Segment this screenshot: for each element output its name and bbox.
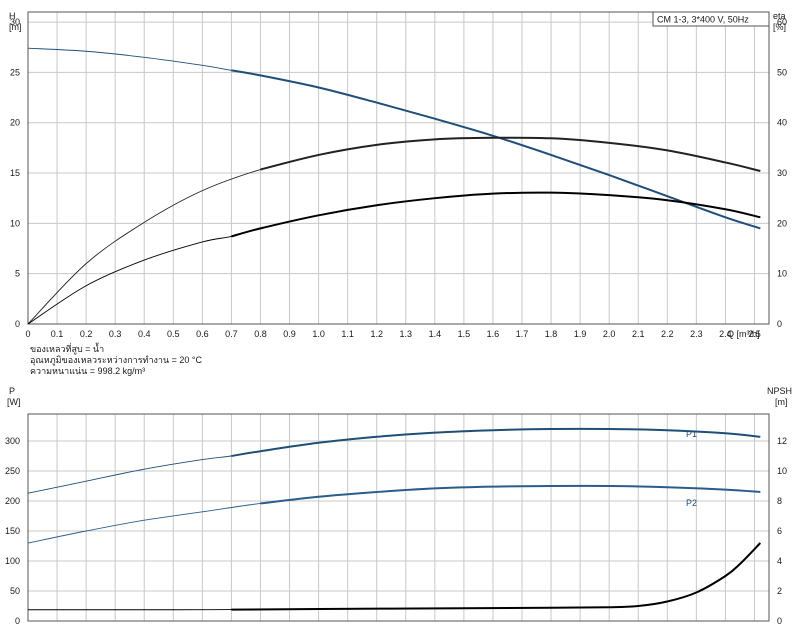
upper-left-axis-label-line1: H: [9, 11, 16, 21]
lower-plot-frame: [27, 413, 770, 622]
lower-panel-grid: [27, 414, 769, 622]
x-tick-label: 1.7: [516, 329, 529, 339]
p2-power-curve-operating-range: [260, 484, 761, 505]
x-tick-label: 2.0: [603, 329, 616, 339]
x-tick-label: 1.8: [545, 329, 558, 339]
upper-right-tick-label: 50: [777, 67, 787, 77]
upper-left-tick-label: 20: [10, 118, 20, 128]
p1-power-curve-operating-range: [231, 427, 761, 457]
lower-right-axis-label-line1: NPSH: [767, 386, 792, 396]
upper-left-tick-label: 30: [10, 17, 20, 27]
upper-left-tick-label: 5: [15, 269, 20, 279]
upper-right-tick-label: 0: [777, 319, 782, 329]
series-label-p2: P2: [686, 498, 697, 508]
lower-right-tick-label: 2: [777, 586, 782, 596]
upper-right-axis-label-line1: eta: [773, 11, 786, 21]
x-tick-label: 1.2: [370, 329, 383, 339]
lower-right-tick-label: 8: [777, 496, 782, 506]
upper-left-tick-label: 10: [10, 218, 20, 228]
x-tick-label: 0.5: [167, 329, 180, 339]
note-pumped-liquid: ของเหลวที่สูบ = น้ำ: [30, 342, 104, 355]
x-tick-label: 0.4: [138, 329, 151, 339]
x-tick-label: 1.6: [487, 329, 500, 339]
upper-right-tick-label: 20: [777, 218, 787, 228]
lower-tick-labels: 0 50 100 150 200 250 300 0 2 4 6 8 10 12: [5, 436, 787, 626]
eta-curve-lower-line: [27, 192, 761, 325]
eta-curve-lower-operating-range: [231, 191, 761, 238]
chart-title: CM 1-3, 3*400 V, 50Hz: [657, 15, 749, 25]
lower-right-tick-label: 0: [777, 616, 782, 626]
eta-curve-upper-operating-range: [260, 136, 761, 172]
series-label-p1: P1: [686, 429, 697, 439]
upper-panel-grid: [27, 12, 769, 325]
x-axis-label: Q [m³/h]: [727, 329, 760, 339]
x-tick-label: 0.6: [196, 329, 209, 339]
lower-right-tick-label: 4: [777, 556, 782, 566]
lower-series-group: [27, 427, 761, 611]
x-tick-label: 1.5: [458, 329, 471, 339]
x-tick-label: 1.0: [312, 329, 325, 339]
x-tick-label: 2.5: [748, 329, 761, 339]
lower-right-tick-label: 10: [777, 466, 787, 476]
upper-right-axis-label-line2: [%]: [773, 22, 786, 32]
npsh-curve-operating-range: [231, 542, 761, 611]
upper-left-tick-label: 0: [15, 319, 20, 329]
lower-left-tick-label: 100: [5, 556, 20, 566]
upper-right-tick-label: 60: [777, 17, 787, 27]
x-tick-label: 0: [25, 329, 30, 339]
x-tick-label: 0.2: [80, 329, 93, 339]
x-tick-label: 0.8: [254, 329, 267, 339]
lower-left-tick-label: 50: [10, 586, 20, 596]
p2-power-curve-line: [27, 485, 761, 544]
x-tick-label: 1.3: [400, 329, 413, 339]
lower-left-tick-label: 250: [5, 466, 20, 476]
lower-right-tick-label: 6: [777, 526, 782, 536]
lower-left-tick-label: 300: [5, 436, 20, 446]
lower-left-axis-label-line2: [W]: [7, 397, 21, 407]
lower-left-tick-label: 0: [15, 616, 20, 626]
x-tick-label: 1.1: [341, 329, 354, 339]
x-tick-label: 0.7: [225, 329, 238, 339]
lower-left-tick-label: 200: [5, 496, 20, 506]
upper-series-group: [27, 47, 761, 325]
x-tick-label: 0.3: [109, 329, 122, 339]
lower-right-axis-label-line2: [m]: [775, 397, 788, 407]
lower-left-tick-label: 150: [5, 526, 20, 536]
upper-right-tick-label: 10: [777, 269, 787, 279]
x-tick-label: 2.3: [690, 329, 703, 339]
x-tick-label: 2.1: [632, 329, 645, 339]
upper-left-tick-label: 25: [10, 67, 20, 77]
x-tick-label: 1.4: [429, 329, 442, 339]
upper-left-axis-label-line2: [m]: [9, 22, 22, 32]
x-tick-label: 0.1: [51, 329, 64, 339]
upper-right-tick-label: 30: [777, 168, 787, 178]
upper-tick-labels: 0 0.1 0.2 0.3 0.4 0.5 0.6 0.7 0.8 0.9 1.0 1.1 1.2 1.3…: [10, 17, 787, 339]
p1-power-curve-line: [27, 428, 761, 494]
head-curve-operating-range: [231, 69, 761, 230]
upper-plot-frame: [27, 11, 770, 325]
eta-curve-upper-line: [27, 137, 761, 325]
head-curve-line: [27, 47, 761, 229]
note-density: ความหนาแน่น = 998.2 kg/m³: [30, 366, 145, 376]
x-tick-label: 1.9: [574, 329, 587, 339]
npsh-curve-line: [27, 542, 761, 611]
chart-title-box: [652, 11, 770, 27]
upper-right-tick-label: 40: [777, 118, 787, 128]
x-tick-label: 0.9: [283, 329, 296, 339]
lower-right-tick-label: 12: [777, 436, 787, 446]
upper-left-tick-label: 15: [10, 168, 20, 178]
x-tick-label: 2.4: [719, 329, 732, 339]
lower-left-axis-label-line1: P: [9, 386, 15, 396]
note-liquid-temperature: อุณหภูมิของเหลวระหว่างการทำงาน = 20 °C: [30, 355, 202, 366]
x-tick-label: 2.2: [661, 329, 674, 339]
